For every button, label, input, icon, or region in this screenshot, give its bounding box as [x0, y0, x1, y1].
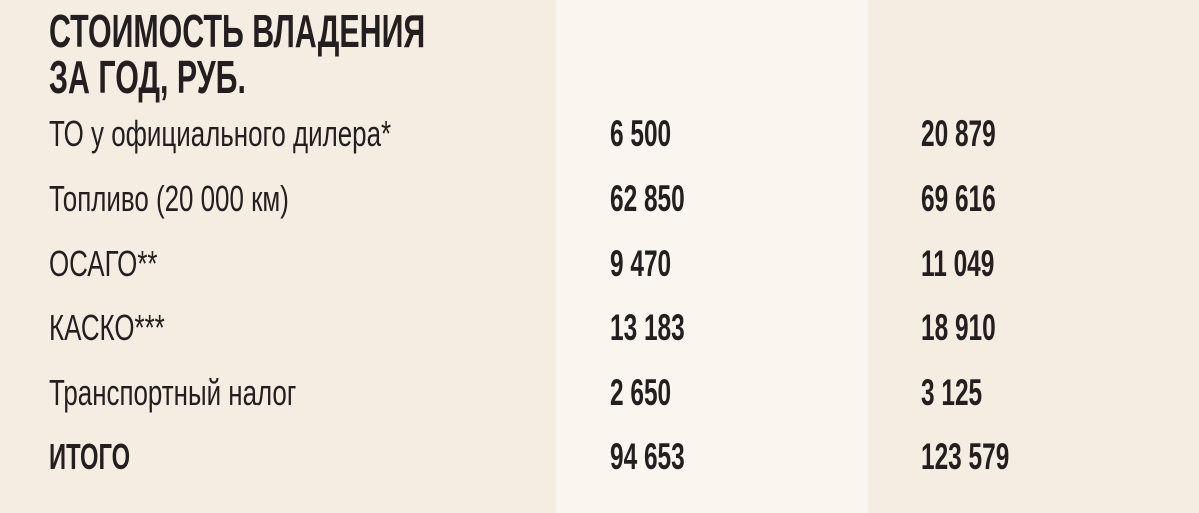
- row-value-2: 11 049: [921, 243, 995, 284]
- row-value-2: 18 910: [921, 307, 996, 348]
- row-value-2: 3 125: [921, 372, 983, 413]
- row-value-2: 69 616: [921, 178, 996, 219]
- row-label: ТО у официального дилера*: [49, 113, 392, 154]
- total-value-2: 123 579: [921, 436, 1010, 477]
- row-value-1: 62 850: [610, 178, 685, 219]
- row-label: КАСКО***: [49, 307, 165, 348]
- row-value-1: 9 470: [610, 243, 672, 284]
- table-title-line-1: СТОИМОСТЬ ВЛАДЕНИЯ: [49, 5, 426, 57]
- row-label: Транспортный налог: [49, 372, 297, 413]
- total-value-1: 94 653: [610, 436, 685, 477]
- row-value-1: 2 650: [610, 372, 672, 413]
- row-value-2: 20 879: [921, 113, 996, 154]
- table-title-line-2: ЗА ГОД, РУБ.: [49, 51, 246, 103]
- row-value-1: 6 500: [610, 113, 672, 154]
- row-label: ОСАГО**: [49, 243, 158, 284]
- row-value-1: 13 183: [610, 307, 685, 348]
- row-label: Топливо (20 000 км): [49, 178, 289, 219]
- total-label: ИТОГО: [49, 436, 131, 477]
- highlight-column: [556, 0, 868, 513]
